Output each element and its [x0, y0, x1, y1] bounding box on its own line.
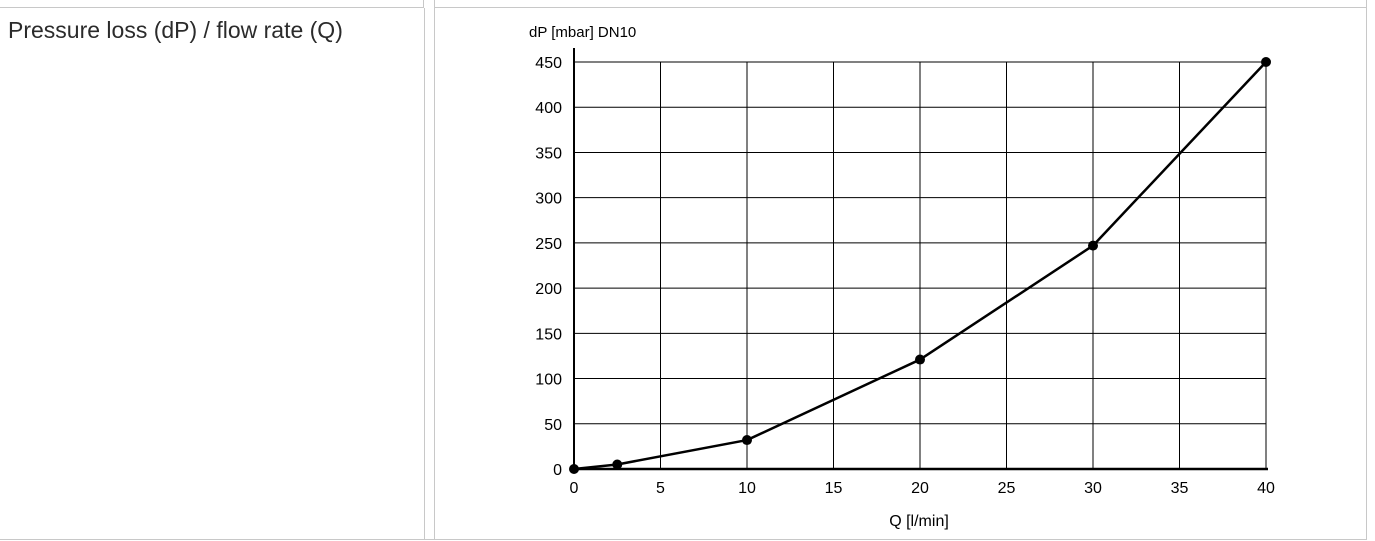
y-tick-label: 150: [535, 326, 562, 343]
y-tick-label: 300: [535, 191, 562, 208]
x-tick-label: 35: [1171, 480, 1189, 497]
table-top-rule-right: [434, 0, 1367, 8]
y-tick-label: 450: [535, 55, 562, 72]
y-tick-label: 50: [544, 417, 562, 434]
x-tick-label: 10: [738, 480, 756, 497]
y-tick-label: 100: [535, 372, 562, 389]
chart-tick-labels: 0 5 10 15 20 25 30 35 40050100150200250300350400…: [535, 55, 1275, 497]
x-axis-label: Q [l/min]: [889, 513, 949, 530]
row-label: Pressure loss (dP) / flow rate (Q): [8, 17, 343, 43]
x-tick-label: 5: [656, 480, 665, 497]
x-tick-label: 40: [1257, 480, 1275, 497]
series-line: [573, 61, 1267, 471]
y-tick-label: 400: [535, 100, 562, 117]
table-bottom-rule: [0, 539, 1367, 540]
chart-series: [569, 57, 1271, 474]
chart-axes: [573, 48, 1268, 471]
x-tick-label: 15: [825, 480, 843, 497]
y-tick-label: 0: [553, 462, 562, 479]
data-point: [1261, 57, 1271, 67]
y-tick-label: 250: [535, 236, 562, 253]
data-point: [742, 435, 752, 446]
data-point: [569, 464, 579, 474]
y-tick-label: 200: [535, 281, 562, 298]
x-tick-label: 30: [1084, 480, 1102, 497]
data-point: [1088, 240, 1098, 251]
table-top-rule-left: [0, 0, 424, 8]
chart-grid: [574, 61, 1267, 469]
data-point: [612, 459, 623, 470]
label-cell: [0, 8, 425, 540]
chart-cell: [434, 8, 1367, 540]
x-tick-label: 25: [998, 480, 1016, 497]
data-point: [915, 354, 925, 365]
y-axis-label: dP [mbar] DN10: [529, 24, 636, 41]
x-tick-label: 0: [570, 480, 579, 497]
x-tick-label: 20: [911, 480, 929, 497]
y-tick-label: 350: [535, 145, 562, 162]
